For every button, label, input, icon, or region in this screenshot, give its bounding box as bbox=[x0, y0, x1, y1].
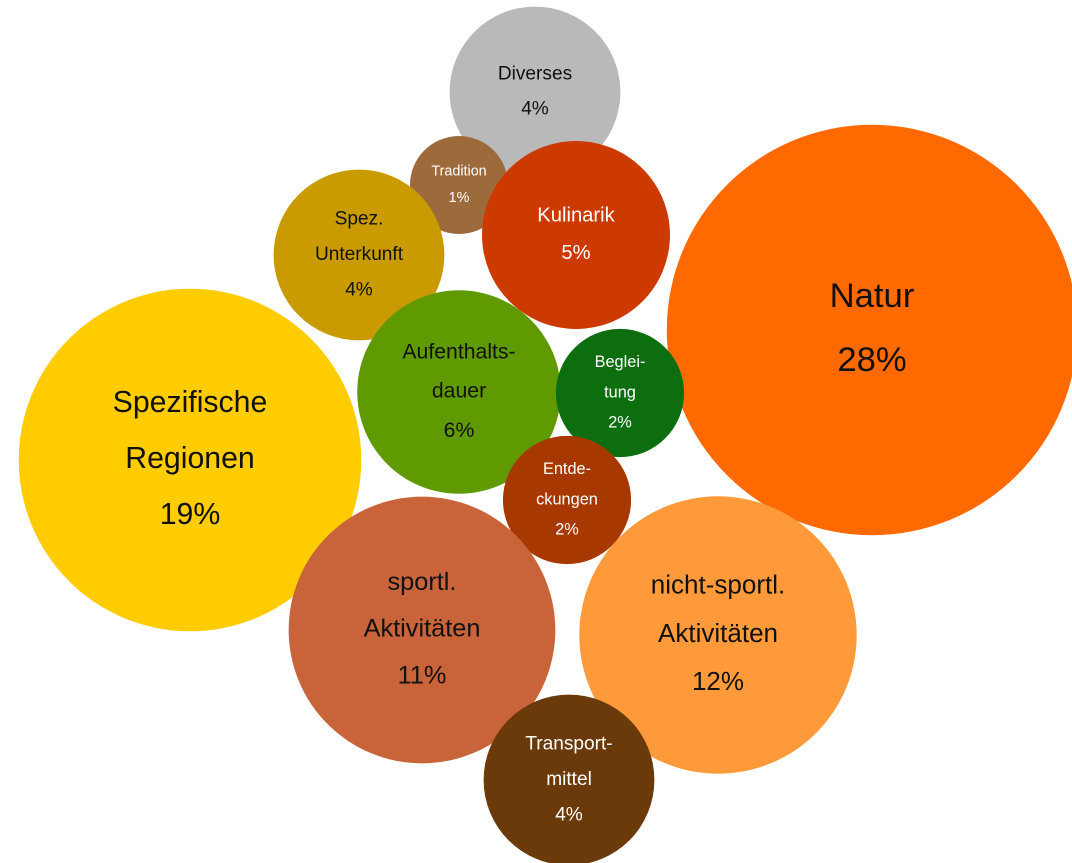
bubble bbox=[410, 136, 508, 234]
bubble-label: Natur bbox=[830, 277, 915, 315]
bubble bbox=[666, 124, 1072, 536]
bubble-label: nicht-sportl. bbox=[651, 570, 785, 600]
bubble-label: Regionen bbox=[125, 442, 255, 475]
bubble-value-label: 4% bbox=[555, 804, 583, 825]
bubble-label: Aufenthalts- bbox=[402, 340, 515, 363]
bubble bbox=[579, 496, 857, 774]
bubble-label: Spezifische bbox=[113, 386, 268, 419]
bubble-label: Entde- bbox=[543, 460, 591, 478]
bubble-label: tung bbox=[604, 383, 636, 401]
bubble-value-label: 19% bbox=[160, 498, 221, 531]
bubble-value-label: 4% bbox=[521, 99, 549, 120]
bubble bbox=[449, 6, 621, 178]
bubble-value-label: 2% bbox=[555, 521, 579, 539]
bubble-label: Kulinarik bbox=[537, 205, 615, 227]
bubble-label: Aktivitäten bbox=[658, 618, 778, 648]
bubble bbox=[273, 169, 445, 341]
bubble-label: Transport- bbox=[525, 734, 612, 755]
bubble bbox=[288, 496, 556, 764]
bubble-label: Aktivitäten bbox=[364, 615, 481, 643]
bubble-value-label: 2% bbox=[608, 414, 632, 432]
bubble bbox=[357, 290, 561, 494]
bubble-label: Spez. bbox=[335, 209, 384, 230]
bubble bbox=[482, 141, 670, 329]
bubble-value-label: 11% bbox=[398, 662, 447, 690]
bubble-value-label: 12% bbox=[692, 666, 744, 696]
bubble bbox=[555, 328, 685, 458]
bubble-label: ckungen bbox=[536, 490, 598, 508]
bubble-label: Unterkunft bbox=[315, 244, 404, 265]
bubble-value-label: 5% bbox=[561, 242, 590, 264]
bubble-value-label: 28% bbox=[837, 341, 906, 379]
bubble bbox=[483, 694, 655, 863]
bubble bbox=[502, 435, 632, 565]
bubble-label: dauer bbox=[432, 380, 486, 403]
bubble-label: Tradition bbox=[431, 164, 486, 180]
bubble-value-label: 4% bbox=[345, 279, 373, 300]
bubble-label: Diverses bbox=[498, 63, 572, 84]
bubble-value-label: 6% bbox=[444, 419, 475, 442]
bubble-label: mittel bbox=[546, 769, 592, 790]
bubble-label: sportl. bbox=[388, 568, 457, 596]
bubble bbox=[18, 288, 362, 632]
bubble-label: Beglei- bbox=[595, 353, 646, 371]
bubble-value-label: 1% bbox=[449, 190, 470, 206]
